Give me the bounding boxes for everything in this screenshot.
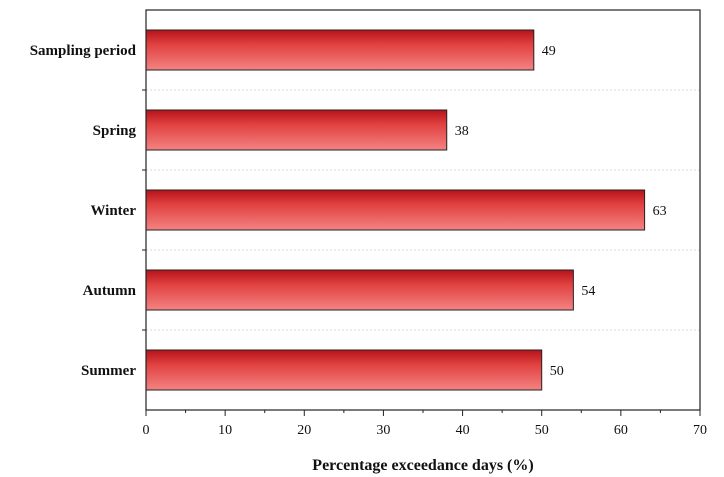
x-tick-label: 30 bbox=[376, 423, 390, 438]
bar-spring bbox=[145, 109, 448, 151]
category-label: Autumn bbox=[83, 283, 137, 299]
bar-winter bbox=[145, 189, 646, 231]
x-tick-label: 20 bbox=[297, 423, 311, 438]
category-label: Spring bbox=[93, 123, 137, 139]
category-label: Sampling period bbox=[30, 43, 137, 59]
x-tick-label: 0 bbox=[143, 423, 150, 438]
category-label: Winter bbox=[90, 203, 136, 219]
category-label: Summer bbox=[81, 363, 136, 379]
x-tick-label: 50 bbox=[535, 423, 549, 438]
x-tick-label: 60 bbox=[614, 423, 628, 438]
bar-sampling-period bbox=[145, 29, 535, 71]
data-label: 54 bbox=[581, 284, 595, 299]
data-labels: 49 38 63 54 50 bbox=[455, 44, 667, 379]
x-axis-title: Percentage exceedance days (%) bbox=[312, 457, 533, 474]
data-label: 63 bbox=[653, 204, 667, 219]
x-tick-label: 10 bbox=[218, 423, 232, 438]
category-labels: Sampling period Spring Winter Autumn Summer bbox=[30, 43, 137, 379]
x-tick-label: 70 bbox=[693, 423, 707, 438]
bar-summer bbox=[145, 349, 543, 391]
grid-lines bbox=[146, 89, 700, 331]
data-label: 50 bbox=[550, 364, 564, 379]
x-tick-label: 40 bbox=[456, 423, 470, 438]
x-axis-ticks: 0 10 20 30 40 50 60 70 bbox=[142, 89, 707, 438]
data-label: 38 bbox=[455, 124, 469, 139]
data-label: 49 bbox=[542, 44, 556, 59]
bars bbox=[145, 29, 646, 391]
bar-autumn bbox=[145, 269, 574, 311]
